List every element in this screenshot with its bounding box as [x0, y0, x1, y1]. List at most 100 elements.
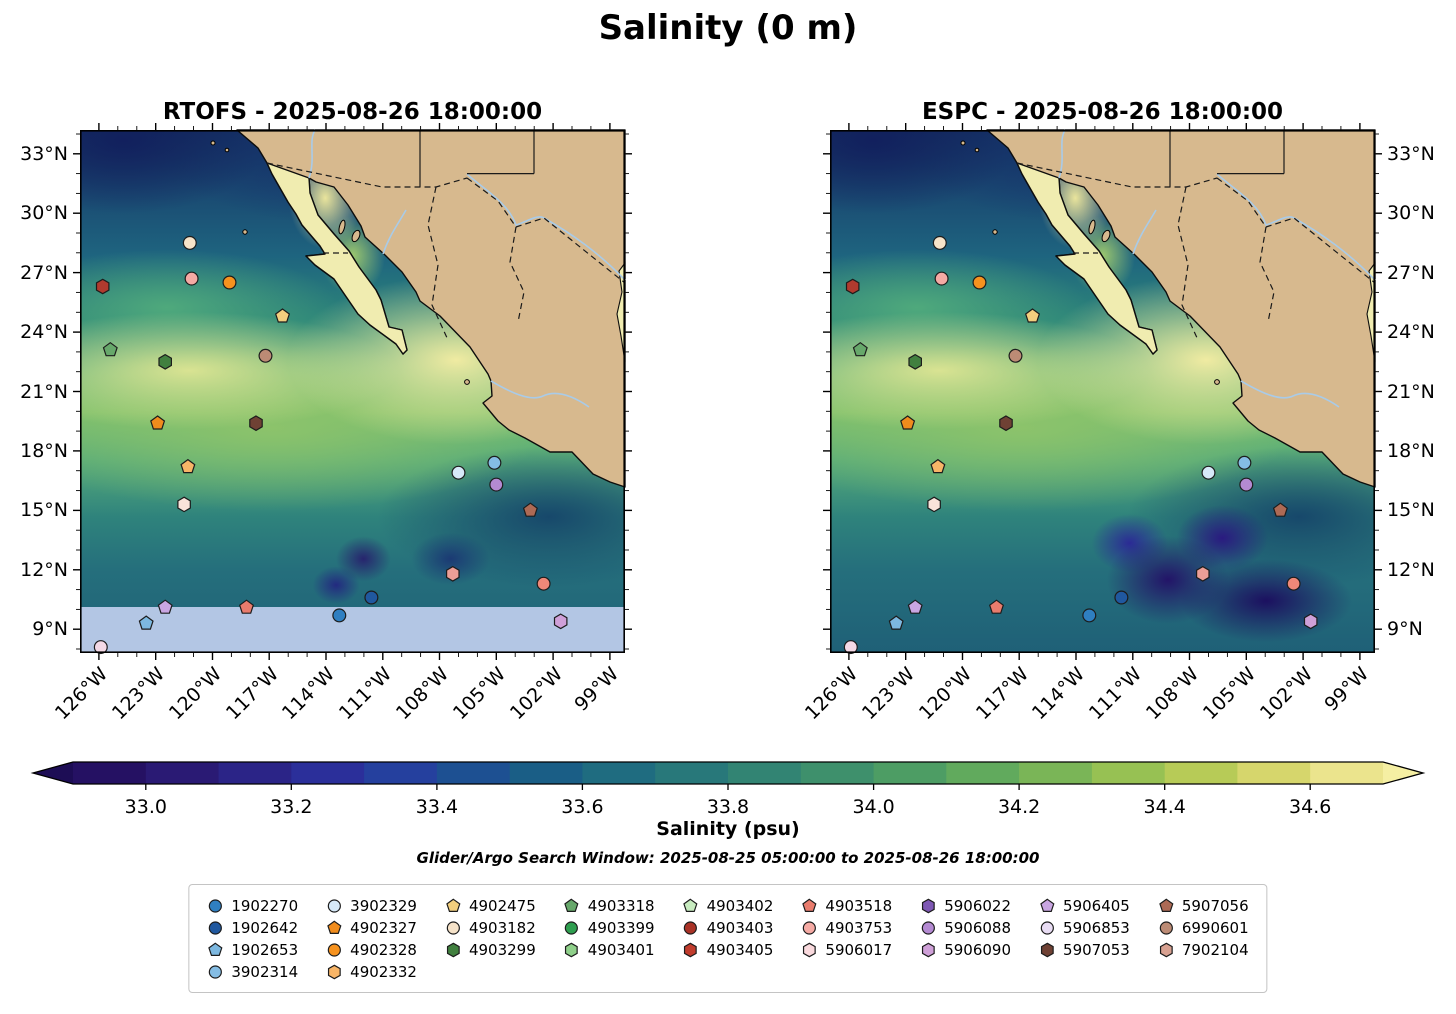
colorbar-tick-label: 34.2: [997, 796, 1041, 818]
legend-item-4903399: 4903399: [564, 917, 655, 938]
platform-marker-icon: [683, 920, 698, 935]
platform-marker-icon: [208, 898, 222, 913]
platform-marker-icon: [684, 942, 697, 957]
lat-tick-label: 30°N: [1387, 202, 1435, 224]
lon-tick-label: 111°W: [1085, 663, 1147, 725]
figure-title: Salinity (0 m): [598, 8, 858, 48]
lon-tick-label: 123°W: [108, 663, 170, 725]
legend-platform-id: 3902329: [350, 896, 417, 915]
legend-platform-id: 6990601: [1181, 918, 1249, 937]
platform-marker-icon: [327, 898, 341, 913]
colorbar-tick-label: 33.6: [561, 796, 604, 818]
platform-marker-icon: [683, 898, 698, 912]
legend-item-4903753: 4903753: [801, 917, 892, 938]
lon-tick-label: 99°W: [1320, 663, 1374, 716]
colorbar-tick-label: 33.0: [124, 796, 167, 818]
lat-axis-left: 33°N 30°N 27°N 24°N 21°N 18°N 15°N 12°N 9°N: [0, 130, 76, 653]
legend-platform-id: 5907056: [1181, 896, 1249, 915]
legend-item-6990601: 6990601: [1158, 917, 1249, 938]
colorbar-tick-label: 34.6: [1289, 796, 1332, 818]
lat-tick-label: 24°N: [1387, 321, 1435, 343]
colorbar: 33.0 33.2 33.4 33.6 33.8 34.0 34.2 34.4 34.6: [30, 760, 1426, 818]
legend-item-4902327: 4902327: [326, 917, 417, 938]
platform-marker-icon: [565, 920, 579, 935]
colorbar-tick-label: 33.4: [415, 796, 459, 818]
platform-marker-icon: [564, 898, 579, 912]
legend-item-1902642: 1902642: [207, 917, 298, 938]
panel-title-rtofs: RTOFS - 2025-08-26 18:00:00: [162, 99, 543, 125]
legend-platform-id: 5907053: [1063, 940, 1130, 959]
legend-platform-id: 4903401: [587, 940, 655, 959]
lat-tick-label: 15°N: [1387, 499, 1435, 521]
lat-tick-label: 18°N: [20, 440, 68, 462]
lon-tick-label: 108°W: [391, 663, 454, 725]
platform-marker-icon: [1040, 920, 1054, 935]
legend-item-3902329: 3902329: [326, 895, 417, 916]
map-rtofs-svg: [73, 123, 632, 660]
platform-marker-icon: [327, 942, 341, 957]
platform-marker-icon: [208, 964, 222, 979]
legend-item-7902104: 7902104: [1158, 939, 1249, 960]
lon-tick-label: 105°W: [1198, 663, 1260, 725]
legend-platform-id: 4902475: [468, 896, 536, 915]
legend-column: 3902329 4902327 4902328 4902332: [326, 895, 417, 982]
lon-axis-rtofs: 126°W 123°W 120°W 117°W 114°W 111°W 108°W 105°W…: [51, 656, 625, 724]
map-espc-svg: [823, 123, 1382, 660]
lat-tick-label: 12°N: [20, 559, 68, 581]
legend-column: 4903518 4903753 5906017: [801, 895, 892, 982]
legend-platform-id: 4902332: [350, 962, 417, 981]
legend-column: 5906405 5906853 5907053: [1039, 895, 1130, 982]
legend: 1902270 1902642 1902653 3902314 3902329 49023…: [188, 884, 1268, 993]
platform-marker-icon: [208, 920, 222, 935]
platform-marker-icon: [208, 942, 223, 956]
platform-marker-icon: [802, 898, 817, 912]
lon-tick-label: 105°W: [448, 663, 510, 725]
legend-column: 5906022 5906088 5906090: [920, 895, 1011, 982]
lat-tick-label: 9°N: [1387, 618, 1423, 640]
lon-tick-label: 102°W: [505, 663, 567, 725]
panel-title-espc: ESPC - 2025-08-26 18:00:00: [921, 99, 1284, 125]
legend-column: 4902475 4903182 4903299: [445, 895, 536, 982]
lat-tick-label: 21°N: [1387, 381, 1435, 403]
legend-platform-id: 5906022: [944, 896, 1012, 915]
legend-platform-id: 4903182: [468, 918, 536, 937]
platform-marker-icon: [1158, 898, 1173, 912]
legend-item-1902653: 1902653: [207, 939, 298, 960]
legend-platform-id: 1902270: [231, 896, 299, 915]
lon-tick-label: 117°W: [971, 663, 1033, 725]
lat-tick-label: 15°N: [20, 499, 68, 521]
search-window-note: Glider/Argo Search Window: 2025-08-25 05…: [416, 849, 1040, 867]
platform-marker-icon: [803, 942, 816, 957]
lat-tick-label: 18°N: [1387, 440, 1435, 462]
rtofs-no-data-band: [80, 607, 625, 653]
legend-platform-id: 5906090: [944, 940, 1012, 959]
lat-tick-label: 27°N: [20, 262, 68, 284]
lon-tick-label: 120°W: [914, 663, 977, 725]
lat-tick-label: 27°N: [1387, 262, 1435, 284]
legend-item-5907056: 5907056: [1158, 895, 1249, 916]
legend-column: 5907056 6990601 7902104: [1158, 895, 1249, 982]
platform-marker-icon: [1159, 942, 1173, 957]
lat-tick-label: 21°N: [20, 381, 68, 403]
platform-marker-icon: [327, 920, 342, 934]
legend-item-4903405: 4903405: [683, 939, 773, 960]
legend-platform-id: 4903403: [706, 918, 774, 937]
legend-item-3902314: 3902314: [207, 961, 298, 982]
platform-marker-icon: [921, 942, 935, 957]
lat-tick-label: 12°N: [1387, 559, 1435, 581]
legend-item-1902270: 1902270: [207, 895, 298, 916]
platform-marker-icon: [921, 920, 935, 935]
lon-tick-label: 117°W: [221, 663, 283, 725]
lat-tick-label: 33°N: [20, 143, 68, 165]
platform-marker-icon: [1040, 942, 1054, 957]
legend-item-5906088: 5906088: [920, 917, 1011, 938]
legend-item-4903318: 4903318: [564, 895, 655, 916]
legend-item-4903518: 4903518: [801, 895, 892, 916]
legend-column: 1902270 1902642 1902653 3902314: [207, 895, 298, 982]
platform-marker-icon: [327, 964, 341, 979]
lon-tick-label: 123°W: [858, 663, 920, 725]
platform-marker-icon: [921, 898, 935, 913]
legend-platform-id: 5906853: [1063, 918, 1130, 937]
legend-platform-id: 7902104: [1181, 940, 1249, 959]
